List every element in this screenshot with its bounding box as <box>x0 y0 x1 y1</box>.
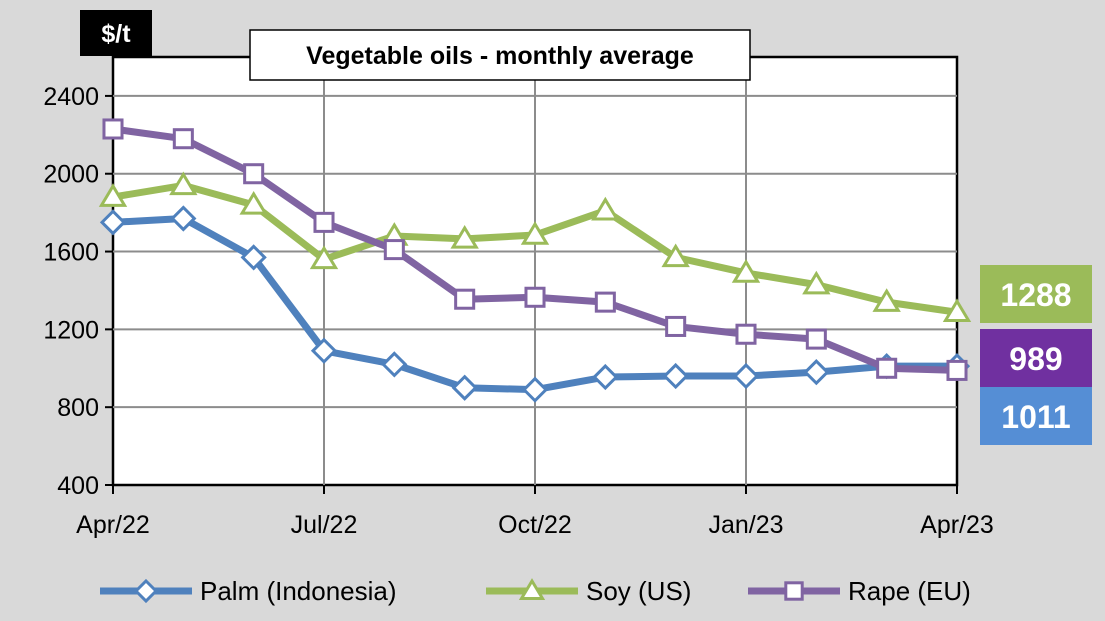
data-point <box>591 196 620 221</box>
data-point <box>170 205 197 232</box>
y-axis-unit: $/t <box>101 20 131 48</box>
data-point <box>310 337 338 364</box>
data-point <box>172 128 194 150</box>
data-point <box>521 376 549 403</box>
end-value-labels: 1288 989 1011 <box>980 265 1092 445</box>
chart-title: Vegetable oils - monthly average <box>306 42 694 70</box>
data-point <box>240 244 267 271</box>
end-label-box <box>980 265 1092 323</box>
legend-item-rape-eu: Rape (EU) <box>748 576 971 606</box>
y-tick-label: 800 <box>57 394 99 422</box>
data-point <box>662 362 689 390</box>
legend-label: Palm (Indonesia) <box>200 576 397 606</box>
legend-marker <box>133 578 159 604</box>
legend-marker <box>784 581 804 601</box>
y-tick-label: 2400 <box>43 83 99 111</box>
data-point <box>731 259 761 283</box>
end-label-box <box>980 329 1092 387</box>
data-point <box>803 359 830 386</box>
y-axis-ticks: 400 800 1200 1600 2000 2400 <box>43 83 113 500</box>
data-point <box>594 291 616 313</box>
data-point <box>732 362 760 390</box>
series-soy-us <box>98 171 972 322</box>
data-point <box>520 221 550 245</box>
data-point <box>450 224 479 249</box>
data-point <box>802 270 831 295</box>
data-point <box>243 163 265 185</box>
y-tick-label: 2000 <box>43 161 99 189</box>
end-label-value: 1288 <box>1000 277 1071 313</box>
end-label-box <box>980 387 1092 445</box>
title-box: Vegetable oils - monthly average <box>249 29 751 81</box>
legend-marker <box>518 578 546 600</box>
unit-box: $/t <box>80 10 152 56</box>
legend: Palm (Indonesia) Soy (US) Rape (EU) <box>100 576 971 606</box>
data-point <box>805 328 827 350</box>
data-point <box>169 171 198 196</box>
data-point <box>872 288 901 312</box>
data-point <box>99 209 127 236</box>
data-point <box>942 298 972 322</box>
data-point <box>309 245 339 270</box>
series-lines <box>98 118 972 403</box>
end-label-soy-us: 1288 <box>980 265 1092 323</box>
x-axis-ticks: Apr/22 Jul/22 Oct/22 Jan/23 Apr/23 <box>76 485 994 539</box>
x-tick-label: Jul/22 <box>291 511 358 539</box>
data-point <box>239 190 268 215</box>
x-tick-label: Jan/23 <box>708 511 783 539</box>
end-label-value: 1011 <box>1001 399 1070 435</box>
y-tick-label: 400 <box>57 472 99 500</box>
data-point <box>735 323 757 345</box>
legend-label: Rape (EU) <box>848 576 971 606</box>
end-label-palm-indonesia: 1011 <box>980 387 1092 445</box>
end-label-value: 989 <box>1009 341 1062 377</box>
data-point <box>383 239 405 261</box>
data-point <box>524 286 546 308</box>
series-palm-indonesia <box>99 205 971 403</box>
data-point <box>313 211 335 233</box>
y-tick-label: 1600 <box>43 239 99 267</box>
legend-item-soy-us: Soy (US) <box>486 576 691 606</box>
data-point <box>454 288 476 310</box>
data-point <box>665 315 687 337</box>
data-point <box>381 351 408 378</box>
series-rape-eu <box>102 118 968 381</box>
x-tick-label: Oct/22 <box>498 511 572 539</box>
x-tick-label: Apr/23 <box>920 511 994 539</box>
x-tick-label: Apr/22 <box>76 511 150 539</box>
end-label-rape-eu: 989 <box>980 329 1092 387</box>
legend-item-palm-indonesia: Palm (Indonesia) <box>100 576 397 606</box>
data-point <box>102 118 124 140</box>
data-point <box>98 183 128 207</box>
data-point <box>946 359 968 381</box>
data-point <box>661 243 690 268</box>
data-point <box>876 357 898 379</box>
legend-label: Soy (US) <box>586 576 691 606</box>
data-point <box>592 363 619 391</box>
data-point <box>451 374 478 401</box>
y-tick-label: 1200 <box>43 316 99 344</box>
